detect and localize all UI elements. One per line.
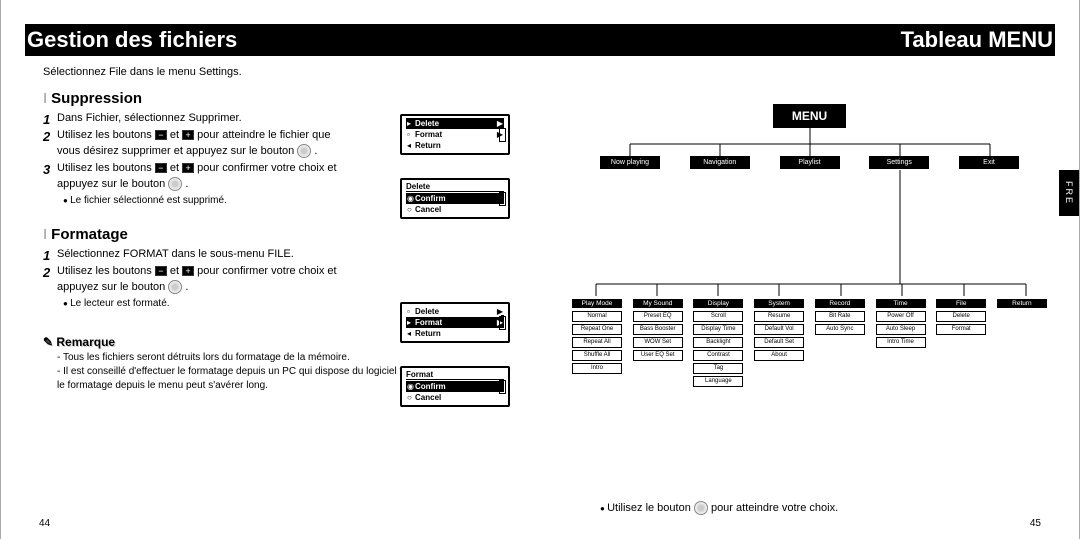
lvl2-column: Display Scroll Display Time Backlight Contra… [691, 299, 745, 389]
suppression-heading: ISuppression [43, 90, 520, 107]
lvl2-head: File [936, 299, 986, 308]
lvl2-item: Format [936, 324, 986, 335]
minus-icon: − [155, 266, 167, 276]
lvl2-column: My Sound Preset EQ Bass Booster WOW Set User… [631, 299, 685, 389]
lvl1-item: Exit [959, 156, 1019, 169]
screen-delete-confirm: Delete◉Confirm○Cancel [400, 178, 510, 219]
remark-1: Tous les fichiers seront détruits lors d… [57, 351, 520, 365]
dial-icon [168, 280, 182, 294]
lvl2-item: Shuffle All [572, 350, 622, 361]
lvl2-column: Time Power Off Auto Sleep Intro Time [874, 299, 928, 389]
lvl2-head: System [754, 299, 804, 308]
formatage-heading: IFormatage [43, 226, 520, 243]
screen-format-confirm: Format◉Confirm○Cancel [400, 366, 510, 407]
screen-format-menu: ▫Delete▶▸Format▶◂Return [400, 302, 510, 343]
supp-step1: 1Dans Fichier, sélectionnez Supprimer. [43, 111, 353, 126]
lvl2-item: Power Off [876, 311, 926, 322]
lvl2-head: Display [693, 299, 743, 308]
lvl2-item: Default Set [754, 337, 804, 348]
lvl1-item: Playlist [780, 156, 840, 169]
lvl2-item: Display Time [693, 324, 743, 335]
lvl2-row: Play Mode Normal Repeat One Repeat All Shuff… [570, 299, 1049, 389]
lvl2-column: Record Bit Rate Auto Sync [813, 299, 867, 389]
lvl2-item: Default Vol [754, 324, 804, 335]
lvl2-item: User EQ Set [633, 350, 683, 361]
lvl2-item: Scroll [693, 311, 743, 322]
lvl2-head: My Sound [633, 299, 683, 308]
lvl1-row: Now playing Navigation Playlist Settings Exi… [600, 156, 1019, 169]
lvl2-column: Play Mode Normal Repeat One Repeat All Shuff… [570, 299, 624, 389]
lvl2-item: Language [693, 376, 743, 387]
lvl2-item: Contrast [693, 350, 743, 361]
minus-icon: − [155, 130, 167, 140]
lvl2-item: Repeat One [572, 324, 622, 335]
title-bar-left: Gestion des fichiers [19, 24, 540, 56]
lvl2-item: Bit Rate [815, 311, 865, 322]
lvl2-column: File Delete Format [934, 299, 988, 389]
intro-text: Sélectionnez File dans le menu Settings. [43, 66, 520, 78]
lvl2-item: Auto Sync [815, 324, 865, 335]
supp-step2: 2Utilisez les boutons − et + pour attein… [43, 128, 353, 159]
plus-icon: + [182, 130, 194, 140]
dial-icon [297, 144, 311, 158]
plus-icon: + [182, 266, 194, 276]
lvl2-item: Resume [754, 311, 804, 322]
fmt-step2: 2Utilisez les boutons − et + pour confir… [43, 264, 353, 295]
minus-icon: − [155, 163, 167, 173]
supp-step3: 3Utilisez les boutons − et + pour confir… [43, 161, 353, 192]
lvl2-item: About [754, 350, 804, 361]
screen-delete-menu: ▸Delete▶▫Format▶◂Return [400, 114, 510, 155]
lvl2-item: Preset EQ [633, 311, 683, 322]
lvl2-item: Bass Booster [633, 324, 683, 335]
dial-icon [168, 177, 182, 191]
lvl1-item: Now playing [600, 156, 660, 169]
lvl2-item: Normal [572, 311, 622, 322]
tree-connectors [570, 104, 1050, 324]
lvl2-head: Time [876, 299, 926, 308]
lvl1-item: Navigation [690, 156, 750, 169]
lvl2-item: Backlight [693, 337, 743, 348]
menu-tree: MENU Now playingNavigat [570, 104, 1049, 389]
lvl2-item: WOW Set [633, 337, 683, 348]
page-number-left: 44 [39, 518, 50, 529]
lvl2-item: Tag [693, 363, 743, 374]
fre-tab: FRE [1059, 170, 1079, 216]
page-title-left: Gestion des fichiers [27, 27, 237, 53]
lvl2-column: System Resume Default Vol Default Set About [752, 299, 806, 389]
lvl2-item: Repeat All [572, 337, 622, 348]
plus-icon: + [182, 163, 194, 173]
lvl2-column: Return [995, 299, 1049, 389]
lvl2-head: Return [997, 299, 1047, 308]
page-right: Tableau MENU FRE MENU [540, 0, 1080, 539]
title-bar-right: Tableau MENU [540, 24, 1061, 56]
lvl1-item: Settings [869, 156, 929, 169]
lvl2-item: Delete [936, 311, 986, 322]
lvl2-item: Intro [572, 363, 622, 374]
page-title-right: Tableau MENU [901, 27, 1053, 53]
dial-icon [694, 501, 708, 515]
menu-root: MENU [773, 104, 846, 128]
lvl2-head: Play Mode [572, 299, 622, 308]
lvl2-item: Auto Sleep [876, 324, 926, 335]
right-note: Utilisez le bouton pour atteindre votre … [600, 501, 1049, 515]
fmt-step1: 1Sélectionnez FORMAT dans le sous-menu F… [43, 247, 353, 262]
page-left: Gestion des fichiers Sélectionnez File d… [0, 0, 540, 539]
page-number-right: 45 [1030, 518, 1041, 529]
lvl2-head: Record [815, 299, 865, 308]
lvl2-item: Intro Time [876, 337, 926, 348]
